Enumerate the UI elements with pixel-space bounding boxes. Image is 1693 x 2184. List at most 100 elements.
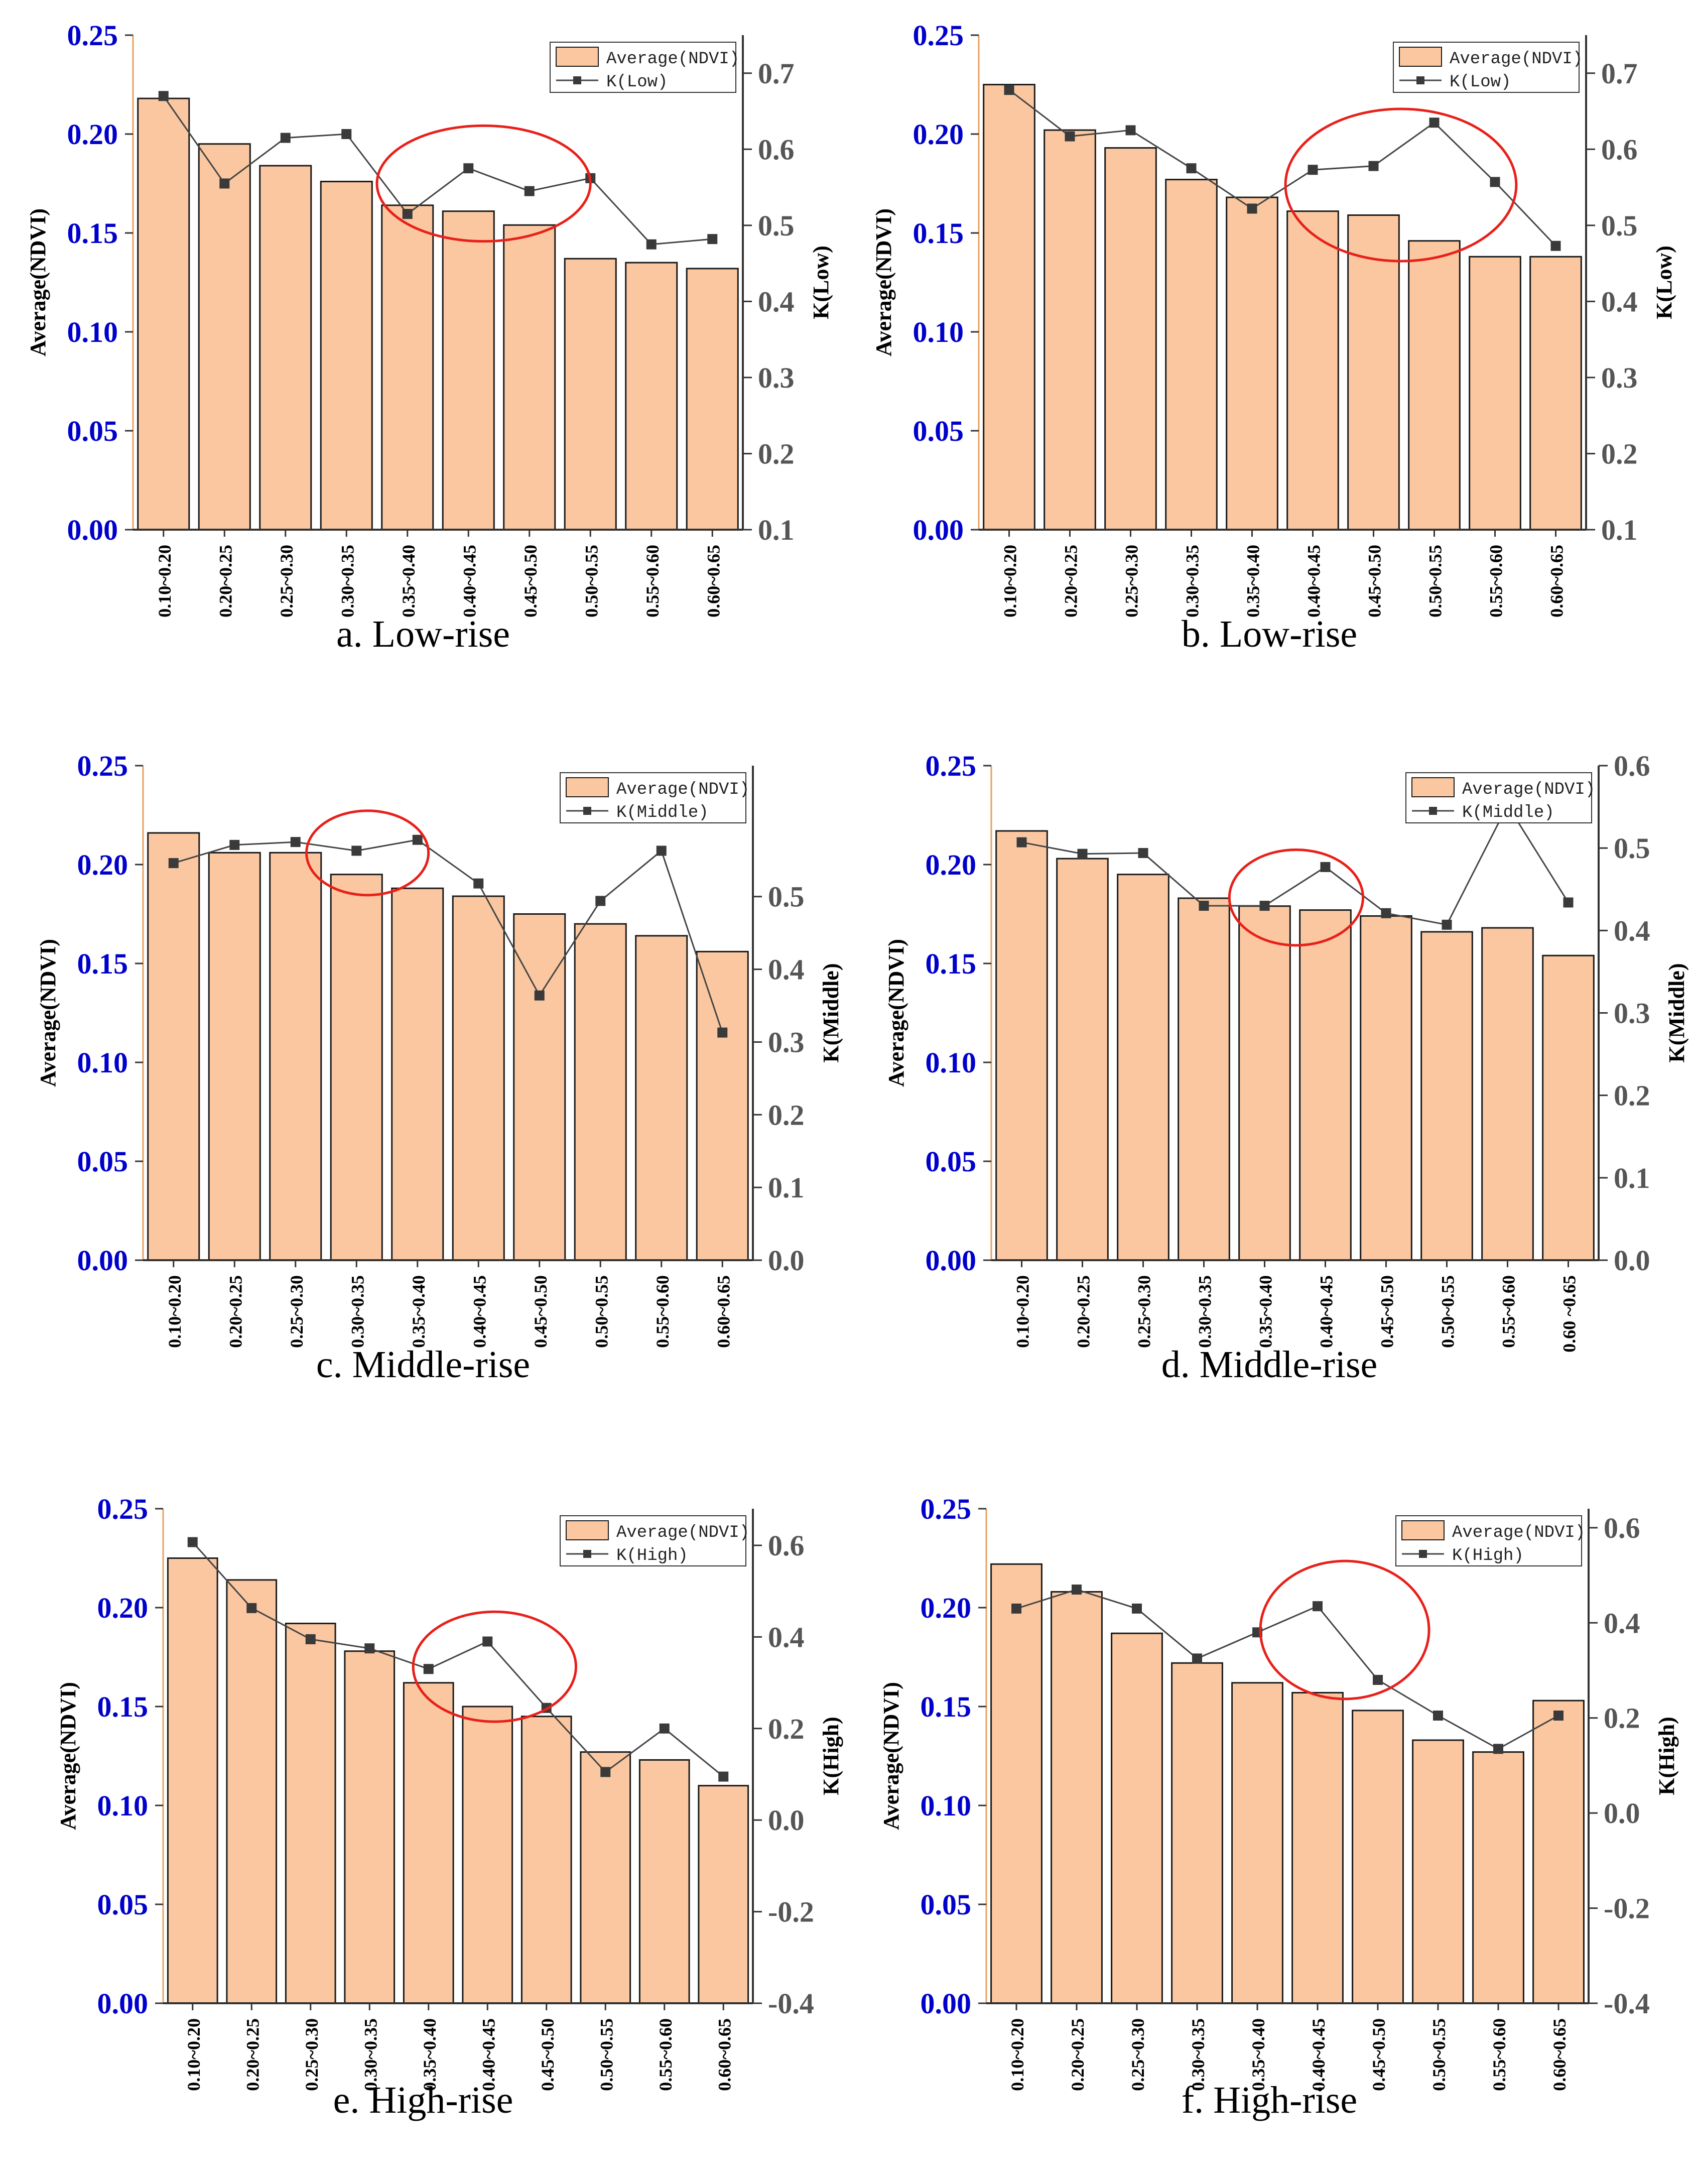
y-axis-title: Average(NDVI) bbox=[884, 939, 908, 1087]
x-tick-label: 0.20~0.25 bbox=[1068, 2018, 1088, 2091]
left-tick-label: 0.15 bbox=[97, 1690, 149, 1723]
bar-6 bbox=[1299, 909, 1352, 1261]
k-point-10 bbox=[707, 234, 718, 245]
x-tick-label: 0.10~0.20 bbox=[165, 1275, 185, 1348]
k-point-10 bbox=[718, 1771, 729, 1782]
right-tick-label: 0.4 bbox=[758, 285, 795, 318]
bar-8 bbox=[1408, 240, 1461, 531]
x-tick-label: 0.25~0.30 bbox=[302, 2018, 322, 2091]
bar-1 bbox=[995, 830, 1048, 1261]
k-point-4 bbox=[1199, 901, 1209, 911]
bar-3 bbox=[1104, 147, 1157, 531]
bar-2 bbox=[1051, 1591, 1103, 2004]
x-tick-label: 0.10~0.20 bbox=[155, 545, 175, 618]
k-line bbox=[192, 1541, 724, 1777]
bar-1 bbox=[983, 84, 1035, 531]
bar-10 bbox=[1532, 1700, 1585, 2004]
right-tick-label: 0.6 bbox=[1604, 1512, 1640, 1544]
chart-d: 0.000.050.100.150.200.250.00.10.20.30.40… bbox=[884, 750, 1689, 1353]
left-tick-label: 0.00 bbox=[97, 1987, 149, 2020]
highlight-ellipse bbox=[375, 124, 592, 243]
x-tick-label: 0.40~0.45 bbox=[1309, 2018, 1329, 2091]
bar-10 bbox=[698, 1785, 749, 2004]
bar-5 bbox=[1226, 196, 1278, 531]
legend-label-bar: Average(NDVI) bbox=[616, 1523, 749, 1542]
k-point-2 bbox=[1065, 131, 1075, 142]
bar-2 bbox=[226, 1579, 278, 2004]
caption-b: b. Low-rise bbox=[1181, 613, 1358, 655]
x-tick-label: 0.25~0.30 bbox=[1122, 545, 1142, 618]
caption-e: e. High-rise bbox=[333, 2079, 513, 2121]
left-tick-label: 0.05 bbox=[97, 1888, 149, 1921]
k-point-7 bbox=[1373, 1674, 1383, 1685]
k-point-2 bbox=[1072, 1585, 1082, 1595]
chart-f: 0.00 0.05 0.10 0.15 0.20 0.25 -0.4 -0.2 0.0 0.2 0.… bbox=[879, 1493, 1679, 2091]
legend-label-line: K(Low) bbox=[1450, 73, 1511, 92]
bar-3 bbox=[1111, 1632, 1163, 2004]
left-tick-label: 0.10 bbox=[921, 1789, 972, 1822]
caption-c: c. Middle-rise bbox=[316, 1344, 531, 1386]
bar-6 bbox=[442, 210, 495, 531]
left-tick-label: 0.20 bbox=[77, 848, 128, 881]
left-tick-label: 0.05 bbox=[77, 1145, 128, 1178]
k-point-9 bbox=[1493, 1744, 1503, 1754]
right-tick-label: -0.2 bbox=[768, 1896, 814, 1928]
k-point-7 bbox=[1368, 161, 1379, 171]
x-tick-label: 0.50~0.55 bbox=[591, 1275, 611, 1348]
x-tick-label: 0.30~0.35 bbox=[360, 2018, 380, 2091]
k-point-4 bbox=[341, 129, 352, 139]
bar-8 bbox=[1420, 931, 1473, 1261]
k-point-1 bbox=[1004, 85, 1014, 95]
x-tick-label: 0.20~0.25 bbox=[242, 2018, 263, 2091]
left-tick-label: 0.15 bbox=[913, 217, 964, 250]
right-tick-label: 0.3 bbox=[768, 1026, 805, 1058]
x-tick-label: 0.60~0.65 bbox=[703, 545, 723, 618]
k-point-3 bbox=[1125, 125, 1136, 136]
x-tick-label: 0.40~0.45 bbox=[469, 1275, 489, 1348]
x-tick-label: 0.45~0.50 bbox=[538, 2018, 558, 2091]
k-point-1 bbox=[158, 91, 169, 101]
left-tick-label: 0.15 bbox=[926, 947, 977, 980]
k-point-6 bbox=[1320, 862, 1331, 872]
right-tick-label: 0.1 bbox=[758, 514, 795, 546]
k-point-8 bbox=[1429, 117, 1440, 128]
legend-label-line: K(Middle) bbox=[616, 803, 709, 822]
highlight-ellipse bbox=[1284, 107, 1518, 263]
bar-8 bbox=[580, 1751, 631, 2004]
x-tick-label: 0.40~0.45 bbox=[459, 545, 479, 618]
left-tick-label: 0.20 bbox=[921, 1592, 972, 1624]
left-tick-label: 0.05 bbox=[921, 1888, 972, 1921]
k-point-4 bbox=[1186, 163, 1197, 174]
bar-9 bbox=[1469, 256, 1521, 531]
bar-1 bbox=[147, 832, 200, 1261]
bar-9 bbox=[625, 262, 678, 531]
bar-2 bbox=[1056, 858, 1109, 1261]
x-tick-label: 0.10~0.20 bbox=[1013, 1275, 1033, 1348]
right-tick-label: 0.4 bbox=[1601, 285, 1638, 318]
bar-9 bbox=[638, 1759, 690, 2004]
x-tick-label: 0.25~0.30 bbox=[287, 1275, 307, 1348]
left-tick-label: 0.25 bbox=[913, 19, 964, 52]
x-tick-label: 0.20~0.25 bbox=[1074, 1275, 1094, 1348]
legend-label-line: K(Middle) bbox=[1462, 803, 1554, 822]
k-point-9 bbox=[646, 239, 657, 250]
right-tick-label: 0.2 bbox=[758, 437, 795, 470]
bar-6 bbox=[452, 895, 505, 1261]
legend-label-line: K(High) bbox=[616, 1546, 688, 1565]
k-point-2 bbox=[229, 839, 240, 850]
left-tick-label: 0.10 bbox=[926, 1046, 977, 1079]
k-point-3 bbox=[1132, 1603, 1142, 1614]
left-tick-label: 0.10 bbox=[67, 316, 118, 348]
x-tick-label: 0.45~0.50 bbox=[1365, 545, 1385, 618]
bar-9 bbox=[1472, 1751, 1524, 2004]
left-tick-label: 0.10 bbox=[97, 1789, 149, 1822]
right-tick-label: 0.2 bbox=[1601, 437, 1638, 470]
x-tick-label: 0.30~0.35 bbox=[1183, 545, 1203, 618]
k-point-10 bbox=[1563, 897, 1574, 908]
k-point-10 bbox=[1550, 240, 1561, 251]
right-tick-label: 0.0 bbox=[1614, 1244, 1650, 1277]
k-point-1 bbox=[168, 858, 179, 869]
bar-4 bbox=[320, 181, 373, 531]
x-tick-label: 0.30~0.35 bbox=[337, 545, 357, 618]
legend-marker-swatch bbox=[1419, 1550, 1427, 1558]
